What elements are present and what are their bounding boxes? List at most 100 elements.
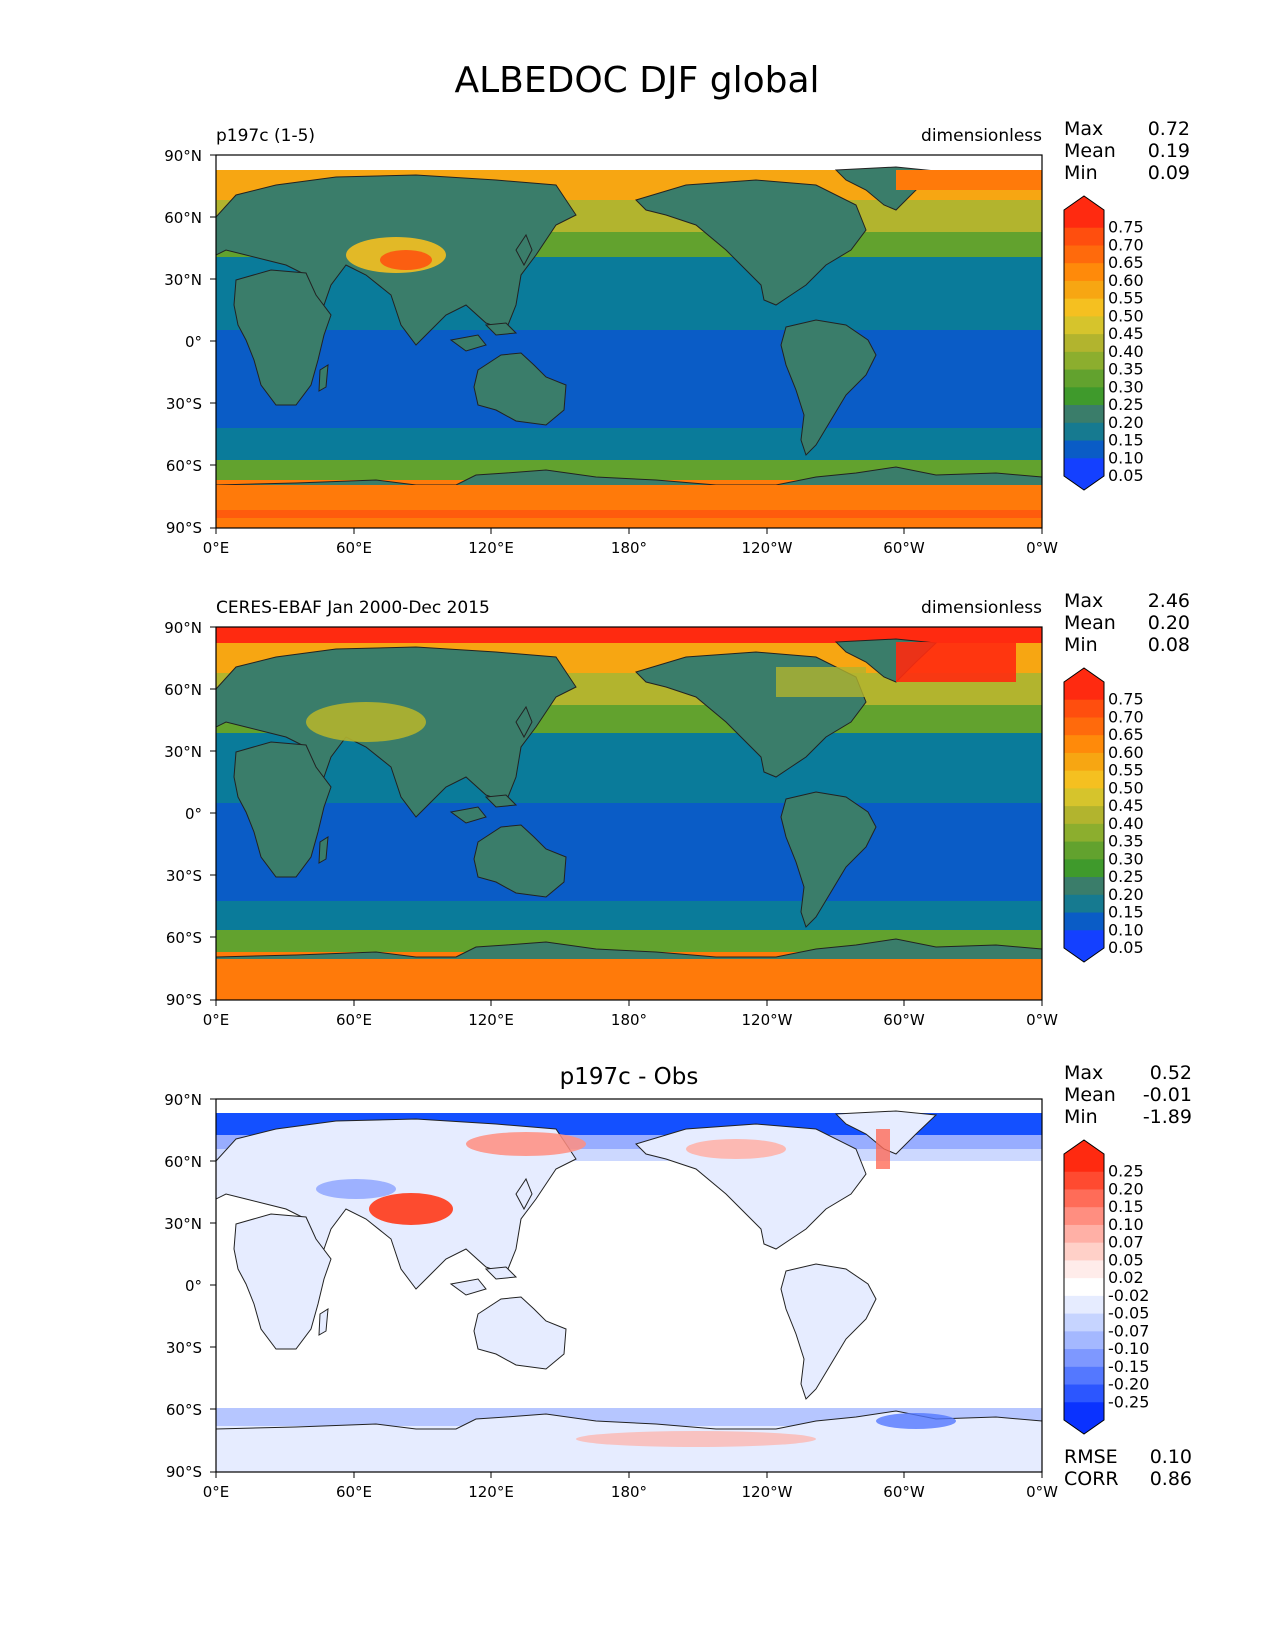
x-tick-label: 0°W: [1026, 539, 1058, 557]
colorbar-swatch: [1064, 351, 1104, 371]
y-tick-label: 30°N: [164, 1215, 202, 1233]
x-tick-label: 120°E: [468, 539, 514, 557]
x-tick-label: 0°E: [203, 1011, 230, 1029]
colorbar-tick-label: 0.20: [1108, 885, 1144, 904]
y-tick-label: 0°: [185, 1277, 202, 1295]
colorbar-swatch: [1064, 894, 1104, 914]
colorbar-swatch: [1064, 1207, 1104, 1226]
colorbar-tick-label: -0.20: [1108, 1375, 1149, 1394]
colorbar-swatch: [1064, 912, 1104, 931]
colorbar-swatch: [1064, 280, 1104, 300]
stat-mean-label: Mean: [1064, 612, 1116, 634]
x-tick-label: 60°E: [336, 1011, 372, 1029]
colorbar-tick-label: 0.05: [1108, 466, 1144, 485]
y-tick-label: 30°S: [166, 867, 202, 885]
y-tick-label: 30°N: [164, 743, 202, 761]
colorbar-swatch: [1064, 1384, 1104, 1403]
panel-center-title: p197c - Obs: [560, 1064, 699, 1090]
colorbar-tick-label: 0.25: [1108, 395, 1144, 414]
panel-model: p197c (1-5) dimensionless: [164, 118, 1190, 557]
stats: Max 0.72 Mean 0.19 Min 0.09: [1064, 118, 1190, 184]
y-tick-label: 30°S: [166, 1339, 202, 1357]
x-tick-label: 180°: [611, 539, 647, 557]
colorbar-tick-label: 0.50: [1108, 778, 1144, 797]
colorbar-swatch: [1064, 334, 1104, 353]
colorbar-extend-min: [1064, 1420, 1104, 1434]
colorbar-tick-label: 0.05: [1108, 938, 1144, 957]
y-axis: 90°N 60°N 30°N 0° 30°S 60°S 90°S: [164, 619, 202, 1009]
colorbar-swatch: [1064, 841, 1104, 860]
y-tick-label: 60°N: [164, 1153, 202, 1171]
colorbar-swatch: [1064, 440, 1104, 459]
colorbar-tick-label: 0.75: [1108, 218, 1144, 237]
colorbar-extend-max: [1064, 668, 1104, 682]
colorbar-tick-label: 0.60: [1108, 743, 1144, 762]
colorbar-tick-label: 0.55: [1108, 761, 1144, 780]
colorbar-tick-label: 0.55: [1108, 289, 1144, 308]
colorbar-outline: [1063, 667, 1105, 963]
panel-left-title: CERES-EBAF Jan 2000-Dec 2015: [216, 598, 490, 618]
map-field: [216, 155, 1042, 528]
colorbar-tick-label: 0.50: [1108, 306, 1144, 325]
colorbar-swatch: [1064, 682, 1104, 701]
y-tick-label: 90°S: [166, 991, 202, 1009]
colorbar-swatch: [1064, 1402, 1104, 1421]
colorbar-tick-label: -0.07: [1108, 1321, 1149, 1340]
colorbar-swatch: [1064, 1295, 1104, 1315]
colorbar-swatch: [1064, 298, 1104, 317]
x-tick-label: 0°E: [203, 1483, 230, 1501]
colorbar-swatch: [1064, 245, 1104, 264]
colorbar-tick-label: 0.60: [1108, 271, 1144, 290]
colorbar-swatch: [1064, 1189, 1104, 1208]
stat-min-value: 0.09: [1148, 162, 1190, 184]
colorbar-swatch: [1064, 422, 1104, 442]
map-field: [216, 1099, 1042, 1472]
colorbar-swatch: [1064, 770, 1104, 789]
colorbar-tick-label: 0.15: [1108, 903, 1144, 922]
stat-max-label: Max: [1064, 118, 1103, 140]
colorbar-swatch: [1064, 1313, 1104, 1332]
colorbar-tick-label: 0.02: [1108, 1268, 1144, 1287]
stat-min-value: -1.89: [1143, 1106, 1192, 1128]
panel-left-title: p197c (1-5): [216, 126, 315, 146]
colorbar-tick-label: 0.20: [1108, 1179, 1144, 1198]
colorbar-tick-label: 0.10: [1108, 1215, 1144, 1234]
stat-max-value: 0.72: [1148, 118, 1190, 140]
colorbar-tick-label: 0.65: [1108, 725, 1144, 744]
stat-max-value: 2.46: [1148, 590, 1190, 612]
colorbar-tick-label: 0.30: [1108, 849, 1144, 868]
y-tick-label: 90°S: [166, 1463, 202, 1481]
colorbar-swatch: [1064, 316, 1104, 335]
colorbar-tick-label: -0.15: [1108, 1357, 1149, 1376]
colorbar-swatch: [1064, 699, 1104, 718]
colorbar-tick-label: 0.40: [1108, 814, 1144, 833]
x-tick-label: 0°W: [1026, 1483, 1058, 1501]
colorbar-tick-label: 0.75: [1108, 690, 1144, 709]
colorbar-tick-label: 0.25: [1108, 867, 1144, 886]
colorbar-tick-label: 0.05: [1108, 1250, 1144, 1269]
x-tick-label: 120°W: [742, 1011, 793, 1029]
x-tick-label: 120°E: [468, 1011, 514, 1029]
colorbar-tick-label: 0.15: [1108, 1197, 1144, 1216]
colorbar-swatch: [1064, 877, 1104, 896]
y-tick-label: 30°S: [166, 395, 202, 413]
figure-title: ALBEDOC DJF global: [454, 60, 819, 101]
colorbar-tick-label: -0.25: [1108, 1392, 1149, 1411]
stat-mean-value: -0.01: [1143, 1084, 1192, 1106]
y-axis: 90°N 60°N 30°N 0° 30°S 60°S 90°S: [164, 1091, 202, 1481]
x-tick-label: 0°E: [203, 539, 230, 557]
panel-units: dimensionless: [921, 126, 1042, 146]
stat-rmse-value: 0.10: [1150, 1446, 1192, 1468]
stat-mean-label: Mean: [1064, 140, 1116, 162]
x-tick-label: 120°E: [468, 1483, 514, 1501]
colorbar-swatch: [1064, 717, 1104, 736]
colorbar-tick-label: -0.02: [1108, 1286, 1149, 1305]
stat-max-value: 0.52: [1150, 1062, 1192, 1084]
x-tick-label: 60°W: [883, 1483, 925, 1501]
stat-max-label: Max: [1064, 590, 1103, 612]
x-tick-label: 60°E: [336, 1483, 372, 1501]
y-tick-label: 60°S: [166, 929, 202, 947]
colorbar-swatch: [1064, 1331, 1104, 1350]
colorbar-extend-min: [1064, 476, 1104, 490]
